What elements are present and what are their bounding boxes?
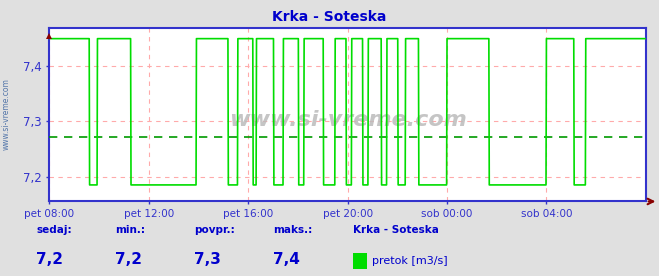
Text: www.si-vreme.com: www.si-vreme.com — [2, 79, 11, 150]
Text: povpr.:: povpr.: — [194, 225, 235, 235]
Text: 7,2: 7,2 — [36, 252, 63, 267]
Text: pretok [m3/s]: pretok [m3/s] — [372, 256, 448, 266]
Text: Krka - Soteska: Krka - Soteska — [272, 10, 387, 24]
Text: min.:: min.: — [115, 225, 146, 235]
Text: sedaj:: sedaj: — [36, 225, 72, 235]
Text: Krka - Soteska: Krka - Soteska — [353, 225, 438, 235]
Text: maks.:: maks.: — [273, 225, 313, 235]
Text: 7,4: 7,4 — [273, 252, 301, 267]
Text: 7,2: 7,2 — [115, 252, 142, 267]
Text: www.si-vreme.com: www.si-vreme.com — [229, 110, 467, 130]
Text: 7,3: 7,3 — [194, 252, 221, 267]
